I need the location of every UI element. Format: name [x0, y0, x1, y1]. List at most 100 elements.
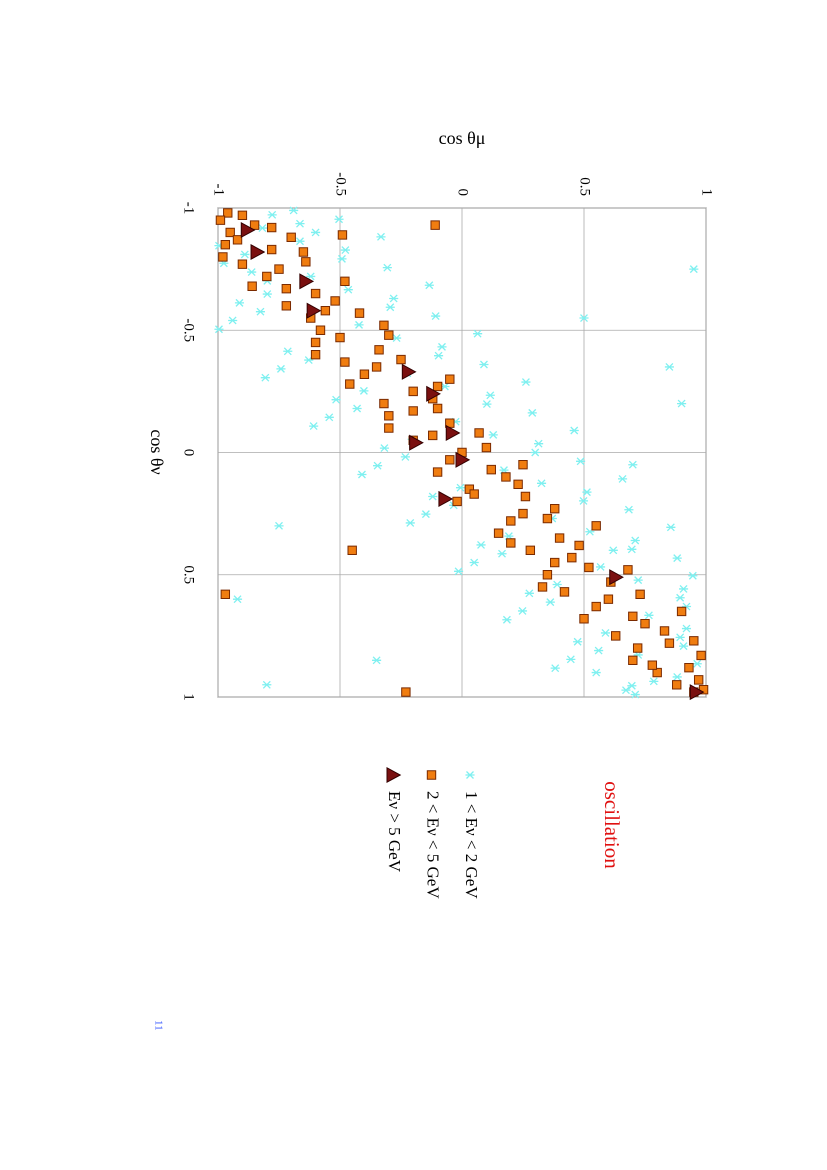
point-star [679, 642, 689, 651]
point-square [430, 220, 440, 230]
point-square [603, 594, 614, 604]
point-star [431, 312, 441, 321]
point-star [469, 558, 479, 567]
point-star [247, 268, 257, 277]
point-square [401, 687, 411, 697]
point-star [434, 351, 444, 360]
point-star [373, 461, 383, 470]
point-star [359, 386, 369, 395]
point-square [432, 381, 443, 392]
point-star [455, 483, 466, 492]
point-star [382, 263, 392, 272]
point-triangle [455, 451, 471, 468]
x-tick-label: 0.5 [181, 565, 197, 584]
point-square [584, 562, 594, 573]
point-star [579, 314, 589, 322]
point-star [578, 496, 589, 505]
point-square [335, 332, 345, 343]
point-square [628, 611, 638, 622]
legend-label: Eν > 5 GeV [385, 791, 404, 873]
point-star [624, 505, 634, 514]
point-square [445, 418, 455, 428]
x-tick-label: 0 [181, 449, 197, 457]
point-star [479, 360, 489, 369]
point-square [640, 618, 650, 629]
point-square [310, 288, 321, 299]
point-star [372, 656, 382, 665]
point-square [301, 257, 311, 267]
point-star [672, 554, 682, 563]
point-star [485, 391, 495, 400]
point-star [672, 672, 682, 681]
point-square [384, 411, 394, 421]
point-triangle [438, 490, 454, 507]
point-square [298, 247, 309, 257]
point-triangle [240, 221, 256, 239]
legend-label: 2 < Eν < 5 GeV [424, 791, 443, 899]
point-star [630, 690, 640, 699]
point-square [506, 516, 516, 526]
point-star [262, 680, 272, 689]
point-star [234, 298, 245, 307]
point-square [647, 660, 658, 670]
point-star [569, 426, 579, 435]
y-axis-label: cos θμ [439, 128, 486, 148]
point-star [376, 232, 386, 241]
point-square [237, 210, 248, 221]
y-tick-label: 1 [699, 189, 715, 197]
point-star [343, 285, 353, 294]
point-star [524, 589, 534, 598]
point-star [295, 219, 305, 228]
point-square [537, 582, 548, 592]
point-square [469, 489, 479, 499]
point-square [501, 472, 511, 482]
point-square [542, 570, 553, 580]
point-star [675, 633, 685, 642]
point-star [644, 611, 654, 620]
point-square [374, 345, 384, 355]
point-star [545, 598, 555, 607]
point-square [445, 374, 455, 384]
point-star [274, 521, 284, 530]
page-number: 11 [152, 1020, 164, 1031]
point-square [220, 239, 231, 250]
point-square [340, 276, 350, 287]
point-star [692, 659, 702, 668]
y-tick-label: -0.5 [333, 172, 349, 196]
point-star [379, 444, 389, 453]
point-star [594, 646, 604, 655]
point-square [664, 638, 675, 648]
point-triangle [250, 243, 266, 261]
point-square [379, 320, 389, 331]
point-square [215, 215, 226, 225]
point-triangle [306, 302, 322, 319]
point-triangle [426, 385, 441, 402]
point-star [679, 584, 689, 593]
point-star [517, 606, 528, 615]
point-star [354, 320, 364, 329]
point-star [534, 439, 544, 448]
point-star [664, 362, 674, 371]
point-square [493, 528, 504, 538]
point-star [621, 686, 631, 695]
point-square [232, 235, 243, 245]
point-star [232, 595, 243, 604]
y-tick-label: -1 [211, 184, 227, 197]
point-square [432, 467, 443, 477]
point-star [591, 668, 601, 677]
point-star [536, 479, 547, 488]
point-square [550, 504, 560, 514]
point-star [521, 378, 531, 387]
point-star [608, 546, 618, 555]
point-square [696, 650, 706, 661]
point-star [681, 624, 692, 633]
point-square [384, 330, 394, 340]
point-star [550, 664, 560, 673]
point-star [530, 448, 540, 457]
point-star [340, 246, 350, 255]
point-star [476, 540, 486, 549]
point-square [611, 631, 621, 641]
point-square [474, 428, 484, 438]
point-square [481, 442, 492, 453]
